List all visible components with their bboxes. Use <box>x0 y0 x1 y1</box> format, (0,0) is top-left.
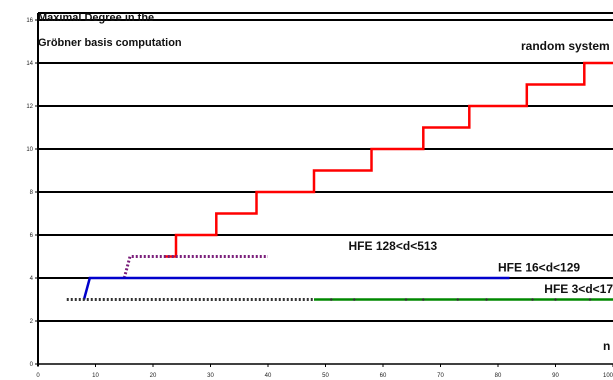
y-tick-label-14: 14 <box>26 61 33 67</box>
series-3-point-6 <box>531 298 534 301</box>
series-3-point-7 <box>554 298 557 301</box>
axes <box>37 12 613 366</box>
chart-title-line-1: Maximal Degree in the <box>38 12 154 24</box>
x-tick-label-70: 70 <box>437 373 444 379</box>
chart-title-line-2: Gröbner basis computation <box>38 37 182 49</box>
y-tick-label-10: 10 <box>26 147 33 153</box>
y-tick-label-12: 12 <box>26 104 33 110</box>
series-3-point-0 <box>329 298 333 301</box>
series-label-2: HFE 16<d<129 <box>498 261 580 275</box>
x-tick-label-90: 90 <box>552 373 559 379</box>
series-labels: random system HFE 128<d<513 HFE 16<d<129 HF… <box>349 39 613 296</box>
series-3-point-1 <box>352 298 356 301</box>
x-tick-label-50: 50 <box>322 373 329 379</box>
x-tick-label-40: 40 <box>265 373 272 379</box>
x-axis-label: n <box>603 339 610 353</box>
series-2-line <box>82 276 510 300</box>
x-tick-label-20: 20 <box>150 373 157 379</box>
series-1-line <box>122 255 268 279</box>
series-layer <box>66 61 613 301</box>
y-tick-labels: 0 2 4 6 8 10 12 14 16 <box>26 18 38 368</box>
y-tick-label-6: 6 <box>30 233 34 239</box>
x-tick-label-0: 0 <box>36 373 40 379</box>
series-3-point-2 <box>404 298 408 301</box>
y-tick-label-16: 16 <box>26 18 33 24</box>
y-tick-label-2: 2 <box>30 319 34 325</box>
series-label-0: random system <box>521 39 610 53</box>
x-tick-label-30: 30 <box>207 373 214 379</box>
series-3-point-4 <box>456 298 460 301</box>
series-3-point-8 <box>588 298 592 301</box>
x-tick-label-10: 10 <box>92 373 99 379</box>
y-tick-label-0: 0 <box>30 362 34 368</box>
series-label-3: HFE 3<d<17 <box>544 282 613 296</box>
series-3-point-3 <box>421 298 425 301</box>
x-tick-label-100: 100 <box>603 373 613 379</box>
series-0-line <box>164 61 613 258</box>
y-tick-label-4: 4 <box>30 276 34 282</box>
x-tick-labels: 0 10 20 30 40 50 60 70 80 90 100 <box>36 364 613 379</box>
series-label-1: HFE 128<d<513 <box>349 239 438 253</box>
y-tick-label-8: 8 <box>30 190 34 196</box>
x-tick-label-80: 80 <box>495 373 502 379</box>
series-3-point-5 <box>485 298 488 301</box>
x-tick-label-60: 60 <box>380 373 387 379</box>
